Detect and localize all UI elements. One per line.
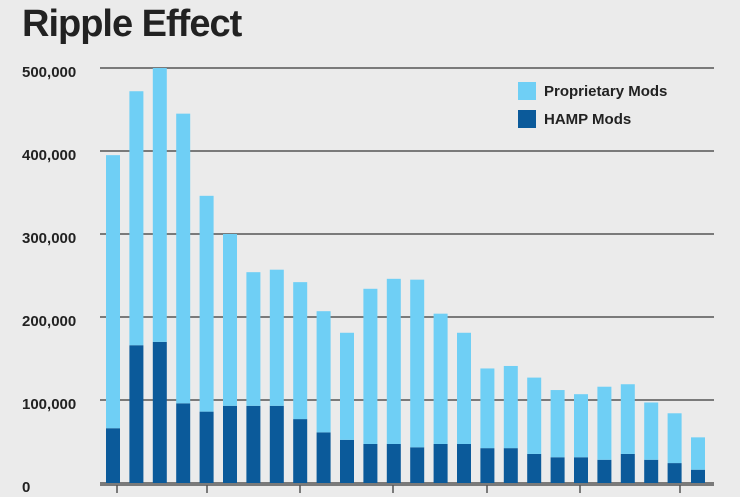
bar-segment <box>129 345 144 483</box>
bar-segment <box>644 459 659 483</box>
bar-segment <box>199 195 214 412</box>
bar-segment <box>129 91 144 346</box>
bar-segment <box>246 272 261 406</box>
bar-segment <box>550 457 565 483</box>
bar-segment <box>340 439 354 483</box>
bar-segment <box>223 234 237 406</box>
bar-segment <box>620 453 635 483</box>
y-tick-label: 100,000 <box>22 396 76 413</box>
bar-segment <box>363 288 378 444</box>
bar-segment <box>667 413 682 464</box>
bar-segment <box>106 428 120 483</box>
bar-segment <box>457 332 471 444</box>
bar-segment <box>691 437 705 470</box>
bar-segment <box>199 411 214 483</box>
bar-segment <box>363 443 378 483</box>
bar-segment <box>176 113 191 404</box>
bar-segment <box>152 341 167 483</box>
bar-segment <box>152 68 167 342</box>
bar-segment <box>316 311 331 433</box>
bar-segment <box>597 459 612 483</box>
bar-segment <box>503 365 518 449</box>
bar-segment <box>550 390 565 458</box>
legend-swatch <box>518 82 536 100</box>
legend-swatch <box>518 110 536 128</box>
bar-segment <box>667 463 682 483</box>
bar-segment <box>503 448 518 483</box>
bar-segment <box>106 155 120 429</box>
bar-segment <box>223 405 237 483</box>
bar-segment <box>293 282 308 420</box>
bar-segment <box>269 269 284 406</box>
y-tick-label: 0 <box>22 479 30 496</box>
bar-segment <box>386 443 401 483</box>
bar-segment <box>386 278 401 444</box>
bar-segment <box>340 332 354 440</box>
y-tick-label: 400,000 <box>22 147 76 164</box>
bar-segment <box>433 443 448 483</box>
bar-segment <box>410 447 425 483</box>
bar-segment <box>597 386 612 460</box>
legend-label: HAMP Mods <box>544 111 631 128</box>
bar-segment <box>574 394 588 458</box>
bar-segment <box>527 453 542 483</box>
bar-segment <box>410 279 425 448</box>
y-tick-label: 200,000 <box>22 313 76 330</box>
bar-segment <box>620 384 635 454</box>
bar-segment <box>480 448 495 483</box>
bar-segment <box>433 313 448 444</box>
bar-segment <box>644 402 659 460</box>
bar-segment <box>480 368 495 449</box>
bar-segment <box>176 403 191 483</box>
chart-title: Ripple Effect <box>22 3 243 45</box>
legend-label: Proprietary Mods <box>544 83 667 100</box>
bar-segment <box>316 432 331 483</box>
bar-segment <box>269 405 284 483</box>
y-tick-label: 500,000 <box>22 64 76 81</box>
bar-segment <box>527 377 542 454</box>
bar-segment <box>574 457 588 483</box>
bar-segment <box>293 419 308 483</box>
bar-segment <box>246 405 261 483</box>
y-tick-label: 300,000 <box>22 230 76 247</box>
bar-segment <box>457 443 471 483</box>
bar-segment <box>691 469 705 483</box>
